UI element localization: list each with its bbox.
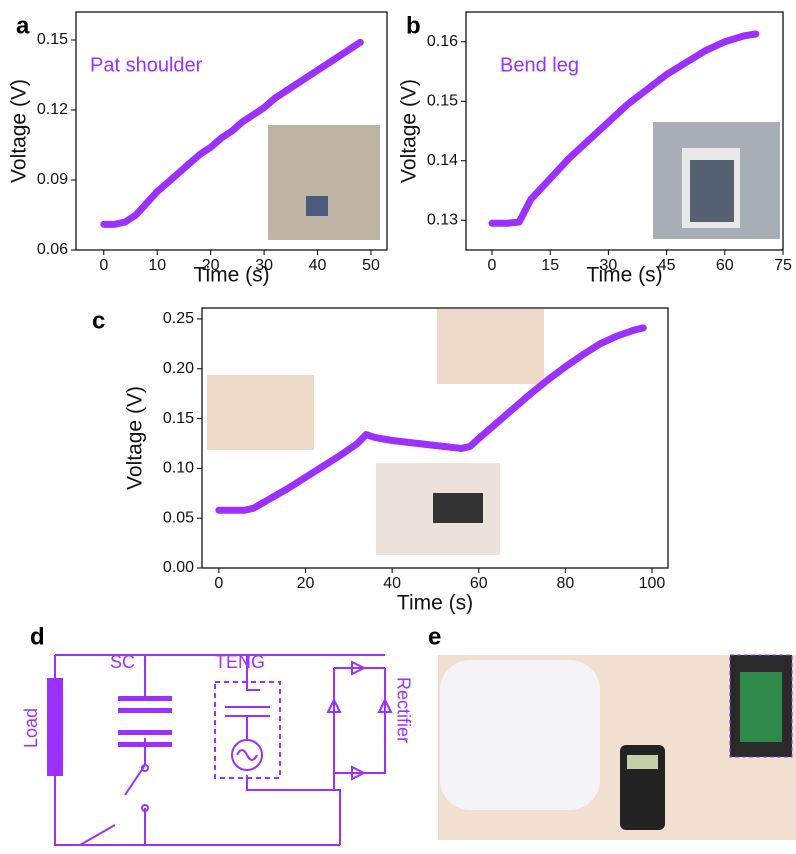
x-tick-label: 0: [488, 257, 497, 274]
x-axis-label: Time (s): [193, 264, 269, 287]
x-tick-label: 60: [716, 257, 734, 274]
photo-device: [306, 196, 328, 216]
panel-label: a: [16, 12, 30, 39]
panel-label: b: [406, 12, 421, 39]
y-tick-label: 0.05: [163, 509, 194, 526]
photo-pcb: [740, 672, 782, 742]
panel-label: d: [30, 623, 45, 650]
y-tick-label: 0.10: [163, 460, 194, 477]
y-tick-label: 0.13: [427, 211, 458, 228]
circuit-label: Rectifier: [393, 677, 413, 743]
circuit-label: SC: [110, 652, 135, 672]
y-tick-label: 0.00: [163, 559, 194, 576]
panel-label: e: [428, 623, 441, 650]
photo: [437, 309, 544, 384]
photo-device: [690, 160, 734, 222]
y-tick-label: 0.15: [163, 410, 194, 427]
y-axis-label: Voltage (V): [8, 79, 31, 183]
sc-plate: [118, 730, 172, 735]
x-tick-label: 40: [309, 257, 327, 274]
x-tick-label: 0: [214, 575, 223, 592]
photo-device: [433, 493, 483, 523]
x-tick-label: 40: [383, 575, 401, 592]
x-tick-label: 20: [297, 575, 315, 592]
x-tick-label: 60: [470, 575, 488, 592]
y-axis-label: Voltage (V): [398, 79, 421, 183]
y-tick-label: 0.09: [37, 171, 68, 188]
photo-watch-screen: [627, 755, 658, 769]
sc-plate: [118, 708, 172, 713]
y-tick-label: 0.15: [427, 92, 458, 109]
y-tick-label: 0.06: [37, 241, 68, 258]
y-tick-label: 0.16: [427, 33, 458, 50]
sc-plate: [118, 696, 172, 701]
x-tick-label: 10: [148, 257, 166, 274]
x-tick-label: 80: [556, 575, 574, 592]
y-tick-label: 0.14: [427, 152, 458, 169]
photo-hand: [440, 660, 600, 810]
annotation: Pat shoulder: [90, 54, 203, 76]
circuit-label: Load: [21, 708, 41, 748]
x-axis-label: Time (s): [586, 264, 662, 287]
x-tick-label: 75: [774, 257, 792, 274]
load-bar: [47, 678, 63, 776]
photo: [268, 125, 380, 240]
photo: [207, 375, 314, 450]
panel-label: c: [92, 307, 105, 334]
figure: a b c d e SC TENG Load Rectifier 0102030…: [0, 0, 796, 849]
y-tick-label: 0.15: [37, 31, 68, 48]
sc-plate: [118, 742, 172, 747]
y-tick-label: 0.20: [163, 360, 194, 377]
x-tick-label: 100: [639, 575, 666, 592]
y-tick-label: 0.25: [163, 310, 194, 327]
x-axis-label: Time (s): [397, 592, 473, 615]
annotation: Bend leg: [500, 54, 579, 76]
y-tick-label: 0.12: [37, 101, 68, 118]
x-tick-label: 0: [99, 257, 108, 274]
y-axis-label: Voltage (V): [124, 386, 147, 490]
x-tick-label: 15: [541, 257, 559, 274]
x-tick-label: 50: [362, 257, 380, 274]
circuit: [47, 655, 391, 845]
circuit-label: TENG: [215, 652, 265, 672]
